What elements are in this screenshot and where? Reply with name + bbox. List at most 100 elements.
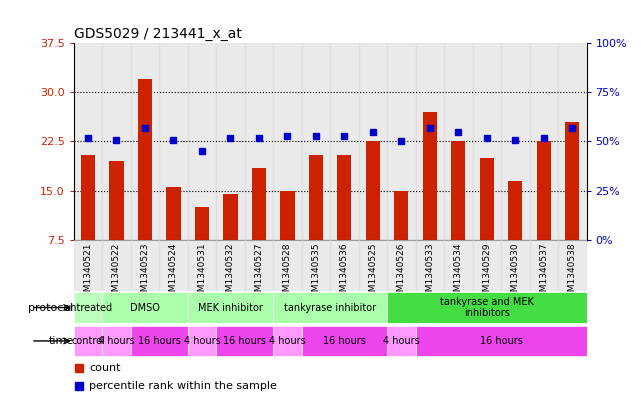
Bar (444, 43, 472, 240)
Bar (309, 154, 323, 240)
Text: count: count (89, 363, 121, 373)
Text: GSM1340528: GSM1340528 (283, 242, 292, 303)
Bar (188, 326, 216, 356)
Bar (451, 141, 465, 240)
Text: GSM1340535: GSM1340535 (312, 242, 320, 303)
Text: percentile rank within the sample: percentile rank within the sample (89, 381, 277, 391)
Bar (472, 240, 501, 291)
Bar (302, 240, 330, 291)
Bar (472, 43, 501, 240)
Bar (415, 240, 444, 291)
Bar (188, 240, 216, 291)
Bar (565, 122, 579, 240)
Text: 4 hours: 4 hours (98, 336, 135, 346)
Bar (358, 240, 387, 291)
Bar (558, 240, 587, 291)
Bar (74, 43, 102, 240)
Bar (131, 240, 159, 291)
Text: 16 hours: 16 hours (138, 336, 181, 346)
Bar (273, 240, 302, 291)
Bar (444, 240, 472, 291)
Text: GSM1340534: GSM1340534 (454, 242, 463, 303)
Text: 16 hours: 16 hours (223, 336, 266, 346)
Text: control: control (71, 336, 105, 346)
Bar (216, 326, 273, 356)
Bar (479, 158, 494, 240)
Bar (394, 191, 408, 240)
Text: 4 hours: 4 hours (269, 336, 306, 346)
Bar (245, 240, 273, 291)
Bar (102, 326, 131, 356)
Text: tankyrase and MEK
inhibitors: tankyrase and MEK inhibitors (440, 297, 534, 318)
Bar (110, 161, 124, 240)
Bar (131, 326, 188, 356)
Text: GSM1340529: GSM1340529 (482, 242, 491, 303)
Bar (537, 141, 551, 240)
Bar (138, 79, 152, 240)
Bar (188, 43, 216, 240)
Text: GSM1340522: GSM1340522 (112, 242, 121, 303)
Bar (387, 240, 415, 291)
Text: GDS5029 / 213441_x_at: GDS5029 / 213441_x_at (74, 27, 242, 41)
Text: GSM1340524: GSM1340524 (169, 242, 178, 303)
Bar (273, 292, 387, 323)
Text: GSM1340538: GSM1340538 (568, 242, 577, 303)
Text: 16 hours: 16 hours (479, 336, 522, 346)
Bar (387, 43, 415, 240)
Bar (252, 168, 266, 240)
Bar (366, 141, 380, 240)
Text: time: time (49, 336, 74, 346)
Text: DMSO: DMSO (130, 303, 160, 312)
Text: GSM1340525: GSM1340525 (369, 242, 378, 303)
Bar (422, 112, 437, 240)
Bar (102, 43, 131, 240)
Bar (387, 326, 415, 356)
Text: GSM1340531: GSM1340531 (197, 242, 206, 303)
Bar (273, 326, 302, 356)
Bar (529, 240, 558, 291)
Text: GSM1340527: GSM1340527 (254, 242, 263, 303)
Text: GSM1340530: GSM1340530 (511, 242, 520, 303)
Bar (501, 43, 529, 240)
Bar (74, 240, 102, 291)
Text: GSM1340537: GSM1340537 (539, 242, 548, 303)
Bar (415, 326, 587, 356)
Bar (302, 43, 330, 240)
Bar (159, 240, 188, 291)
Bar (102, 292, 188, 323)
Bar (273, 43, 302, 240)
Text: GSM1340523: GSM1340523 (140, 242, 149, 303)
Text: tankyrase inhibitor: tankyrase inhibitor (284, 303, 376, 312)
Text: protocol: protocol (28, 303, 74, 312)
Text: untreated: untreated (64, 303, 112, 312)
Bar (501, 240, 529, 291)
Bar (337, 154, 351, 240)
Text: 16 hours: 16 hours (323, 336, 366, 346)
Bar (81, 154, 95, 240)
Text: 4 hours: 4 hours (183, 336, 221, 346)
Bar (188, 292, 273, 323)
Bar (245, 43, 273, 240)
Bar (159, 43, 188, 240)
Bar (330, 43, 358, 240)
Text: GSM1340521: GSM1340521 (83, 242, 92, 303)
Bar (216, 240, 245, 291)
Bar (529, 43, 558, 240)
Bar (415, 43, 444, 240)
Text: GSM1340532: GSM1340532 (226, 242, 235, 303)
Bar (74, 292, 102, 323)
Text: GSM1340536: GSM1340536 (340, 242, 349, 303)
Text: GSM1340526: GSM1340526 (397, 242, 406, 303)
Bar (216, 43, 245, 240)
Bar (508, 181, 522, 240)
Text: 4 hours: 4 hours (383, 336, 420, 346)
Bar (302, 326, 387, 356)
Bar (387, 292, 587, 323)
Bar (223, 194, 238, 240)
Bar (102, 240, 131, 291)
Text: MEK inhibitor: MEK inhibitor (198, 303, 263, 312)
Bar (558, 43, 587, 240)
Bar (280, 191, 294, 240)
Bar (330, 240, 358, 291)
Bar (131, 43, 159, 240)
